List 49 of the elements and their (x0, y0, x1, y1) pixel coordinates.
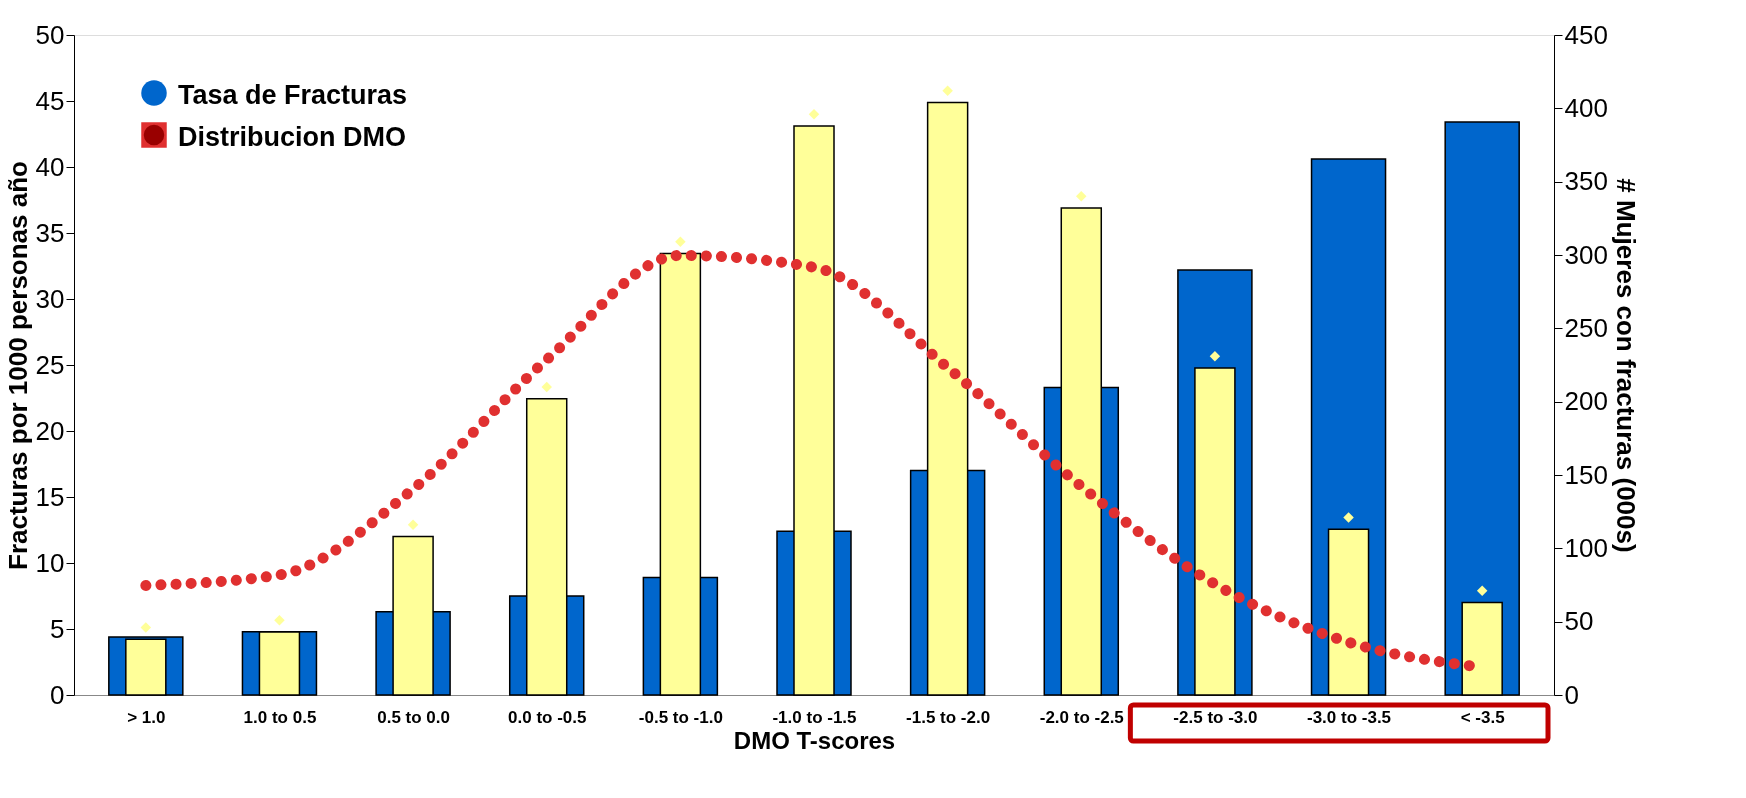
x-tick-label: -1.5 to -2.0 (906, 707, 991, 727)
y-tick-label: 35 (35, 217, 65, 248)
y2-tick-label: 0 (1564, 679, 1579, 710)
y-tick-label: 20 (35, 415, 65, 446)
x-tick-label: > 1.0 (127, 707, 166, 727)
y2-tick-label: 150 (1564, 459, 1608, 490)
bar (1444, 121, 1520, 696)
x-tick-label: 0.5 to 0.0 (377, 707, 450, 727)
x-tick-label: -1.0 to -1.5 (772, 707, 857, 727)
y2-tick-label: 200 (1564, 386, 1608, 417)
y-axis-title: Fracturas por 1000 personas año (2, 161, 33, 570)
x-tick-label: -2.5 to -3.0 (1173, 707, 1258, 727)
y-tick-label: 30 (35, 283, 65, 314)
legend-label: Tasa de Fracturas (178, 80, 408, 110)
y2-tick-label: 450 (1564, 19, 1608, 50)
y-tick-label: 25 (35, 349, 65, 380)
y2-tick-label: 400 (1564, 92, 1608, 123)
y2-axis-title: # Mujeres con fracturas (000s) (1610, 178, 1641, 553)
x-tick-label: 0.0 to -0.5 (508, 707, 587, 727)
point (407, 519, 419, 531)
y-tick-label: 5 (50, 613, 65, 644)
y-tick-label: 50 (35, 19, 65, 50)
x-tick-label: -2.0 to -2.5 (1039, 707, 1124, 727)
y-tick-label: 40 (35, 151, 65, 182)
legend-label: Distribucion DMO (178, 122, 406, 152)
y2-tick-label: 50 (1564, 606, 1594, 637)
x-tick-label: -3.0 to -3.5 (1307, 707, 1392, 727)
point (140, 622, 152, 633)
point (808, 108, 820, 120)
x-tick-label: < -3.5 (1460, 707, 1505, 727)
point (1476, 585, 1488, 597)
y2-tick-label: 300 (1564, 239, 1608, 270)
y-tick-label: 45 (35, 85, 65, 116)
y2-tick-label: 350 (1564, 166, 1608, 197)
x-tick-label: -0.5 to -1.0 (638, 707, 723, 727)
point (1209, 350, 1221, 362)
y2-tick-label: 250 (1564, 312, 1608, 343)
y-tick-label: 10 (35, 547, 65, 578)
point (942, 85, 953, 96)
x-tick-label: 1.0 to 0.5 (243, 707, 317, 727)
x-axis-title: DMO T-scores (733, 726, 896, 754)
y-tick-label: 0 (50, 679, 65, 710)
point (541, 381, 552, 393)
point (274, 614, 285, 626)
y-tick-label: 15 (35, 481, 65, 512)
point (675, 236, 686, 248)
y2-tick-label: 100 (1564, 532, 1608, 563)
point (1343, 512, 1354, 523)
point (1076, 191, 1087, 202)
